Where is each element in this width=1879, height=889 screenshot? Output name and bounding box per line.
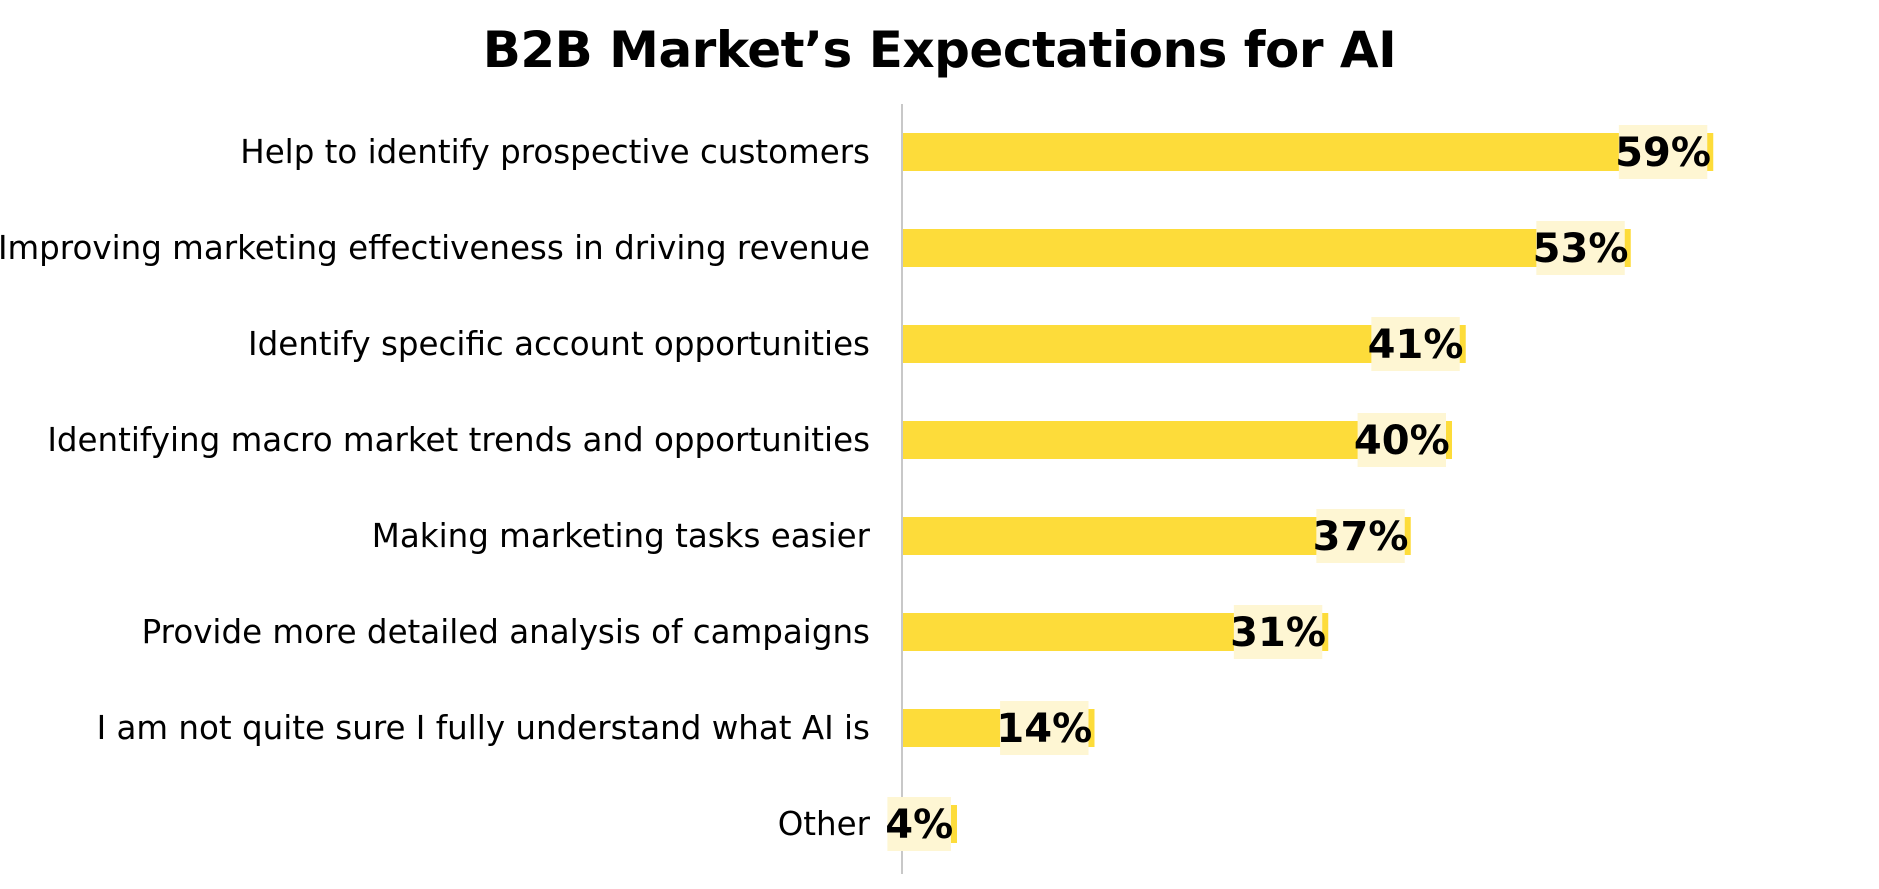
data-label: 40% — [1354, 418, 1450, 464]
category-label: Making marketing tasks easier — [372, 517, 871, 555]
category-label: Identify specific account opportunities — [248, 325, 870, 363]
data-label-background — [1357, 413, 1446, 467]
data-label-background — [1371, 317, 1460, 371]
category-label: Provide more detailed analysis of campai… — [142, 613, 870, 651]
category-label: Other — [778, 805, 871, 843]
data-label-background — [887, 797, 951, 851]
data-label: 31% — [1230, 610, 1326, 656]
labels-layer: Help to identify prospective customers 59… — [0, 125, 1711, 851]
data-label-background — [1618, 125, 1708, 179]
bar-1 — [902, 133, 1714, 171]
data-label: 37% — [1313, 514, 1409, 560]
data-label-background — [1316, 509, 1405, 563]
bar-2 — [902, 229, 1631, 267]
data-label: 53% — [1533, 226, 1629, 272]
data-label-background — [1536, 221, 1625, 275]
chart-title: B2B Market’s Expectations for AI — [482, 21, 1397, 79]
category-label: Improving marketing effectiveness in dri… — [0, 229, 870, 267]
category-label: Help to identify prospective customers — [240, 133, 870, 171]
data-label: 41% — [1368, 322, 1464, 368]
category-label: Identifying macro market trends and oppo… — [47, 421, 870, 459]
data-label-background — [1000, 701, 1089, 755]
data-label: 14% — [996, 706, 1092, 752]
data-label-background — [1233, 605, 1323, 659]
data-label: 4% — [885, 802, 953, 848]
category-label: I am not quite sure I fully understand w… — [97, 709, 870, 747]
data-label: 59% — [1615, 130, 1711, 176]
